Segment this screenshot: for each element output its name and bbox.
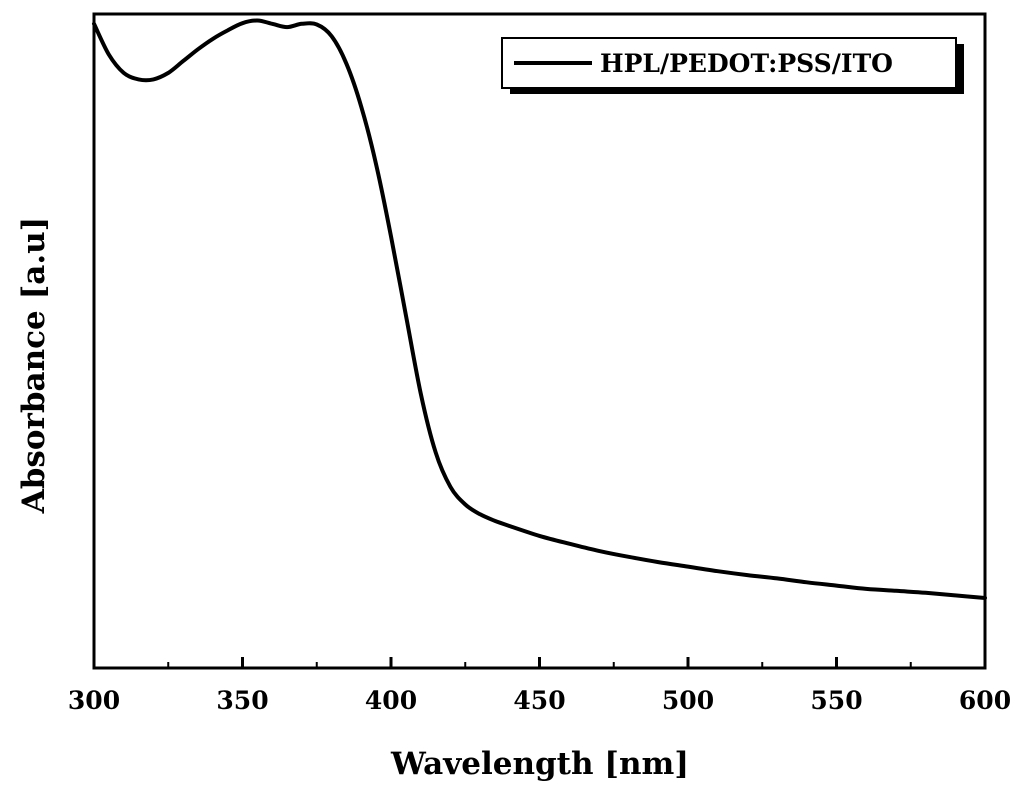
x-tick-label-300: 300 xyxy=(68,686,120,715)
x-tick-label-400: 400 xyxy=(365,686,417,715)
plot-frame xyxy=(92,12,987,670)
x-axis-tick-labels: 300 350 400 450 500 550 600 xyxy=(68,686,1011,715)
x-axis-ticks xyxy=(92,657,987,668)
x-tick-label-350: 350 xyxy=(216,686,268,715)
x-axis-label: Wavelength [nm] xyxy=(390,746,689,782)
x-tick-label-500: 500 xyxy=(662,686,714,715)
x-tick-label-600: 600 xyxy=(959,686,1011,715)
x-tick-label-550: 550 xyxy=(810,686,862,715)
x-tick-label-450: 450 xyxy=(513,686,565,715)
series-line-hpl-pedot-pss-ito xyxy=(92,18,987,600)
legend-label: HPL/PEDOT:PSS/ITO xyxy=(600,49,893,78)
legend: HPL/PEDOT:PSS/ITO xyxy=(501,37,964,94)
y-axis-label: Absorbance [a.u] xyxy=(16,217,52,515)
